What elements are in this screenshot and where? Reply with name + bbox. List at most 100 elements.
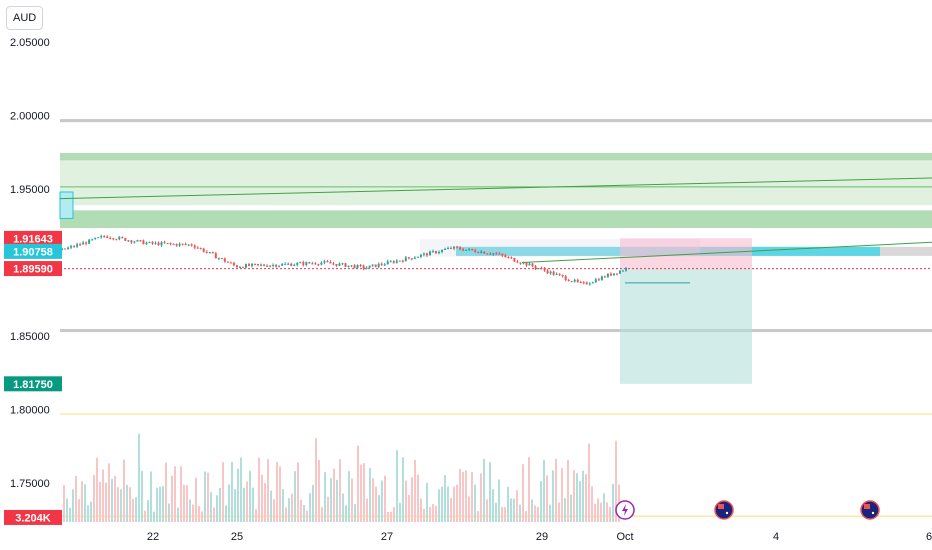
volume-bar [612,483,614,522]
volume-bar [144,510,146,522]
volume-bar [513,498,515,522]
volume-bar [501,506,503,522]
candle-body [419,254,422,257]
gray-band-bottom [60,328,932,333]
candle-body [383,264,386,266]
volume-bar [546,475,548,522]
candle-body [103,236,106,238]
horizontal-bands [60,119,932,333]
candle-body [193,245,196,248]
price-badge [4,243,62,259]
volume-bar [534,505,536,522]
volume-bar [384,475,386,522]
volume-bar [396,450,398,522]
candle-body [567,280,570,282]
x-tick-label: 25 [231,531,243,543]
australia-flag-event-icon[interactable] [714,500,734,520]
volume-bar [186,485,188,522]
volume-bar [531,499,533,522]
volume-bar [375,486,377,522]
take-profit-zone [620,268,752,384]
y-tick-label: 1.75000 [10,478,50,490]
candle-body [549,271,552,274]
candle-body [395,260,398,263]
candle-body [82,242,85,245]
lightning-icon [622,504,628,516]
volume-bar [327,496,329,522]
volume-bar [423,508,425,522]
volume-bar [87,505,89,522]
volume-bar [600,502,602,522]
volume-bar [147,500,149,522]
candle-body [510,257,513,259]
candle-body [175,244,178,246]
volume-bar [561,468,563,522]
volume-bar [192,504,194,522]
green-zone-light [60,160,932,206]
volume-bar [174,466,176,522]
trend-line-upper [59,177,932,200]
volume-bar [282,489,284,522]
candle-body [136,240,139,242]
candle-body [540,268,543,270]
candle-body [281,264,284,266]
volume-bar [276,462,278,522]
candle-body [311,263,314,265]
volume-bar [414,459,416,522]
volume-bar [303,505,305,522]
candle-body [507,257,510,259]
volume-bar [156,487,158,522]
volume-bar [99,481,101,522]
volume-bar [555,458,557,522]
candle-body [453,246,456,249]
volume-bar [558,502,560,522]
volume-bar [492,489,494,522]
candle-body [127,240,130,242]
volume-bar [540,480,542,522]
volume-bar [549,504,551,522]
candle-body [260,264,263,266]
volume-bar [132,498,134,522]
candle-body [576,279,579,282]
candle-body [362,265,365,269]
volume-bar [210,492,212,522]
volume-bar [180,466,182,522]
supply-zone-extension [880,246,932,256]
volume-bar [69,507,71,522]
candle-body [112,238,115,240]
volume-bar [360,464,362,522]
candle-body [323,261,326,263]
price-badge [4,261,62,277]
candle-body [190,244,193,246]
y-tick-label: 1.95000 [10,184,50,196]
volume-bar [495,502,497,522]
volume-bar [594,503,596,522]
volume-bar [255,509,257,522]
volume-bar [381,480,383,522]
volume-bar [603,493,605,522]
australia-flag-event-icon-2[interactable] [860,500,880,520]
candle-body [380,263,383,265]
volume-bar [321,507,323,522]
candle-body [320,262,323,265]
candle-body [534,266,537,269]
candle-body [588,283,591,285]
price-badge-label: 1.90758 [13,246,53,258]
candle-body [284,263,287,265]
volume-bar [348,471,350,522]
volume-bar [450,497,452,522]
candle-body [299,262,302,264]
candle-body [151,241,154,244]
candle-body [621,270,624,272]
candle-body [431,251,434,253]
volume-bar [141,470,143,522]
volume-bar [441,486,443,522]
volume-bar [123,459,125,522]
candle-body [293,264,296,266]
volume-bar [84,484,86,522]
candle-body [85,242,88,244]
currency-label[interactable]: AUD [6,6,44,30]
volume-bar [333,468,335,522]
